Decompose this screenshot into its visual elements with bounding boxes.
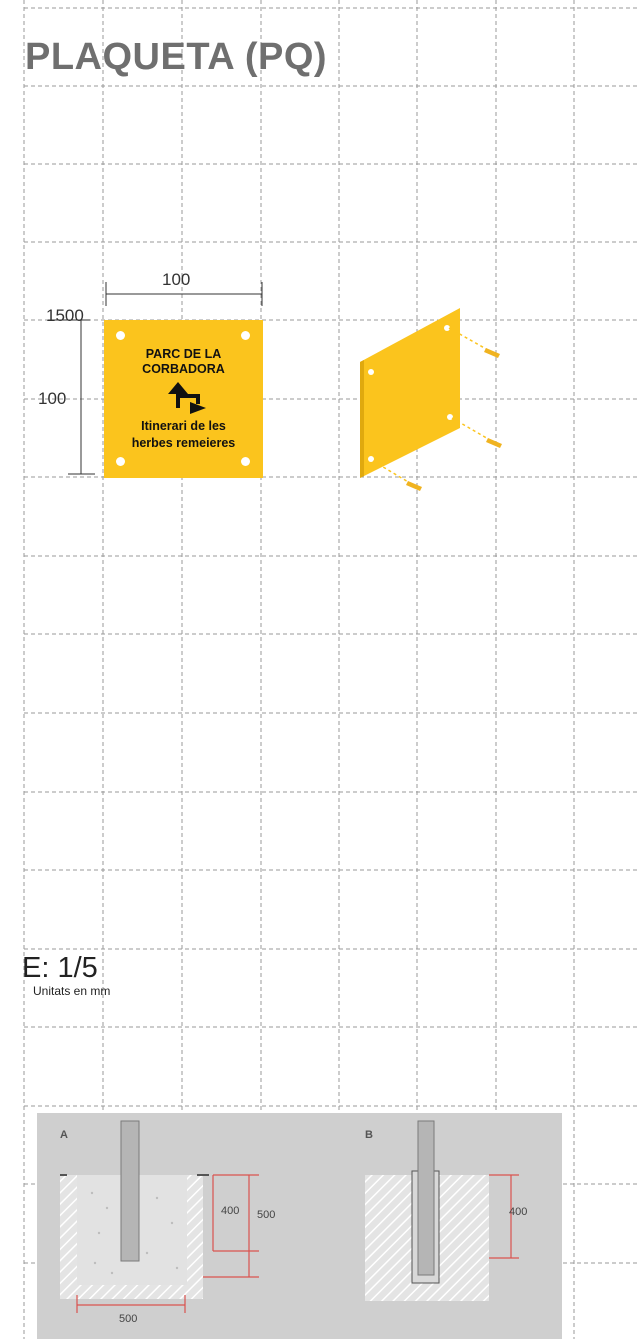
page-title: PLAQUETA (PQ) — [25, 36, 328, 78]
plate-text-line2: CORBADORA — [142, 362, 225, 376]
detail-a-depth-label: 400 — [221, 1205, 240, 1217]
sign-plate-front: PARC DE LA CORBADORA Itinerari de les he… — [104, 320, 263, 478]
width-dimension-label: 100 — [162, 270, 191, 289]
detail-a-width-label: 500 — [119, 1313, 138, 1325]
detail-b-depth-label: 400 — [509, 1206, 528, 1218]
screw-hole — [241, 331, 250, 340]
plate-text-line4: herbes remeieres — [131, 436, 236, 450]
dimension-lines — [48, 282, 263, 475]
foundation-details-panel: A B 400 500 500 400 — [37, 1113, 562, 1339]
plate-text-line1: PARC DE LA — [145, 347, 222, 361]
scale-label: E: 1/5 — [22, 952, 98, 984]
detail-a-label: A — [60, 1129, 68, 1141]
height-dimension-label: 100 — [38, 389, 67, 408]
foundation-drawing — [60, 1120, 519, 1313]
detail-a-total-label: 500 — [257, 1209, 276, 1221]
units-label: Unitats en mm — [33, 984, 111, 998]
detail-b-label: B — [365, 1129, 373, 1141]
sign-plate-isometric — [360, 308, 502, 491]
plate-text-line3: Itinerari de les — [141, 419, 226, 433]
screw-hole — [116, 457, 125, 466]
screw-hole — [116, 331, 125, 340]
screw-hole — [241, 457, 250, 466]
turn-arrow-icon — [168, 382, 206, 414]
total-height-dimension-label: 1500 — [46, 306, 84, 325]
